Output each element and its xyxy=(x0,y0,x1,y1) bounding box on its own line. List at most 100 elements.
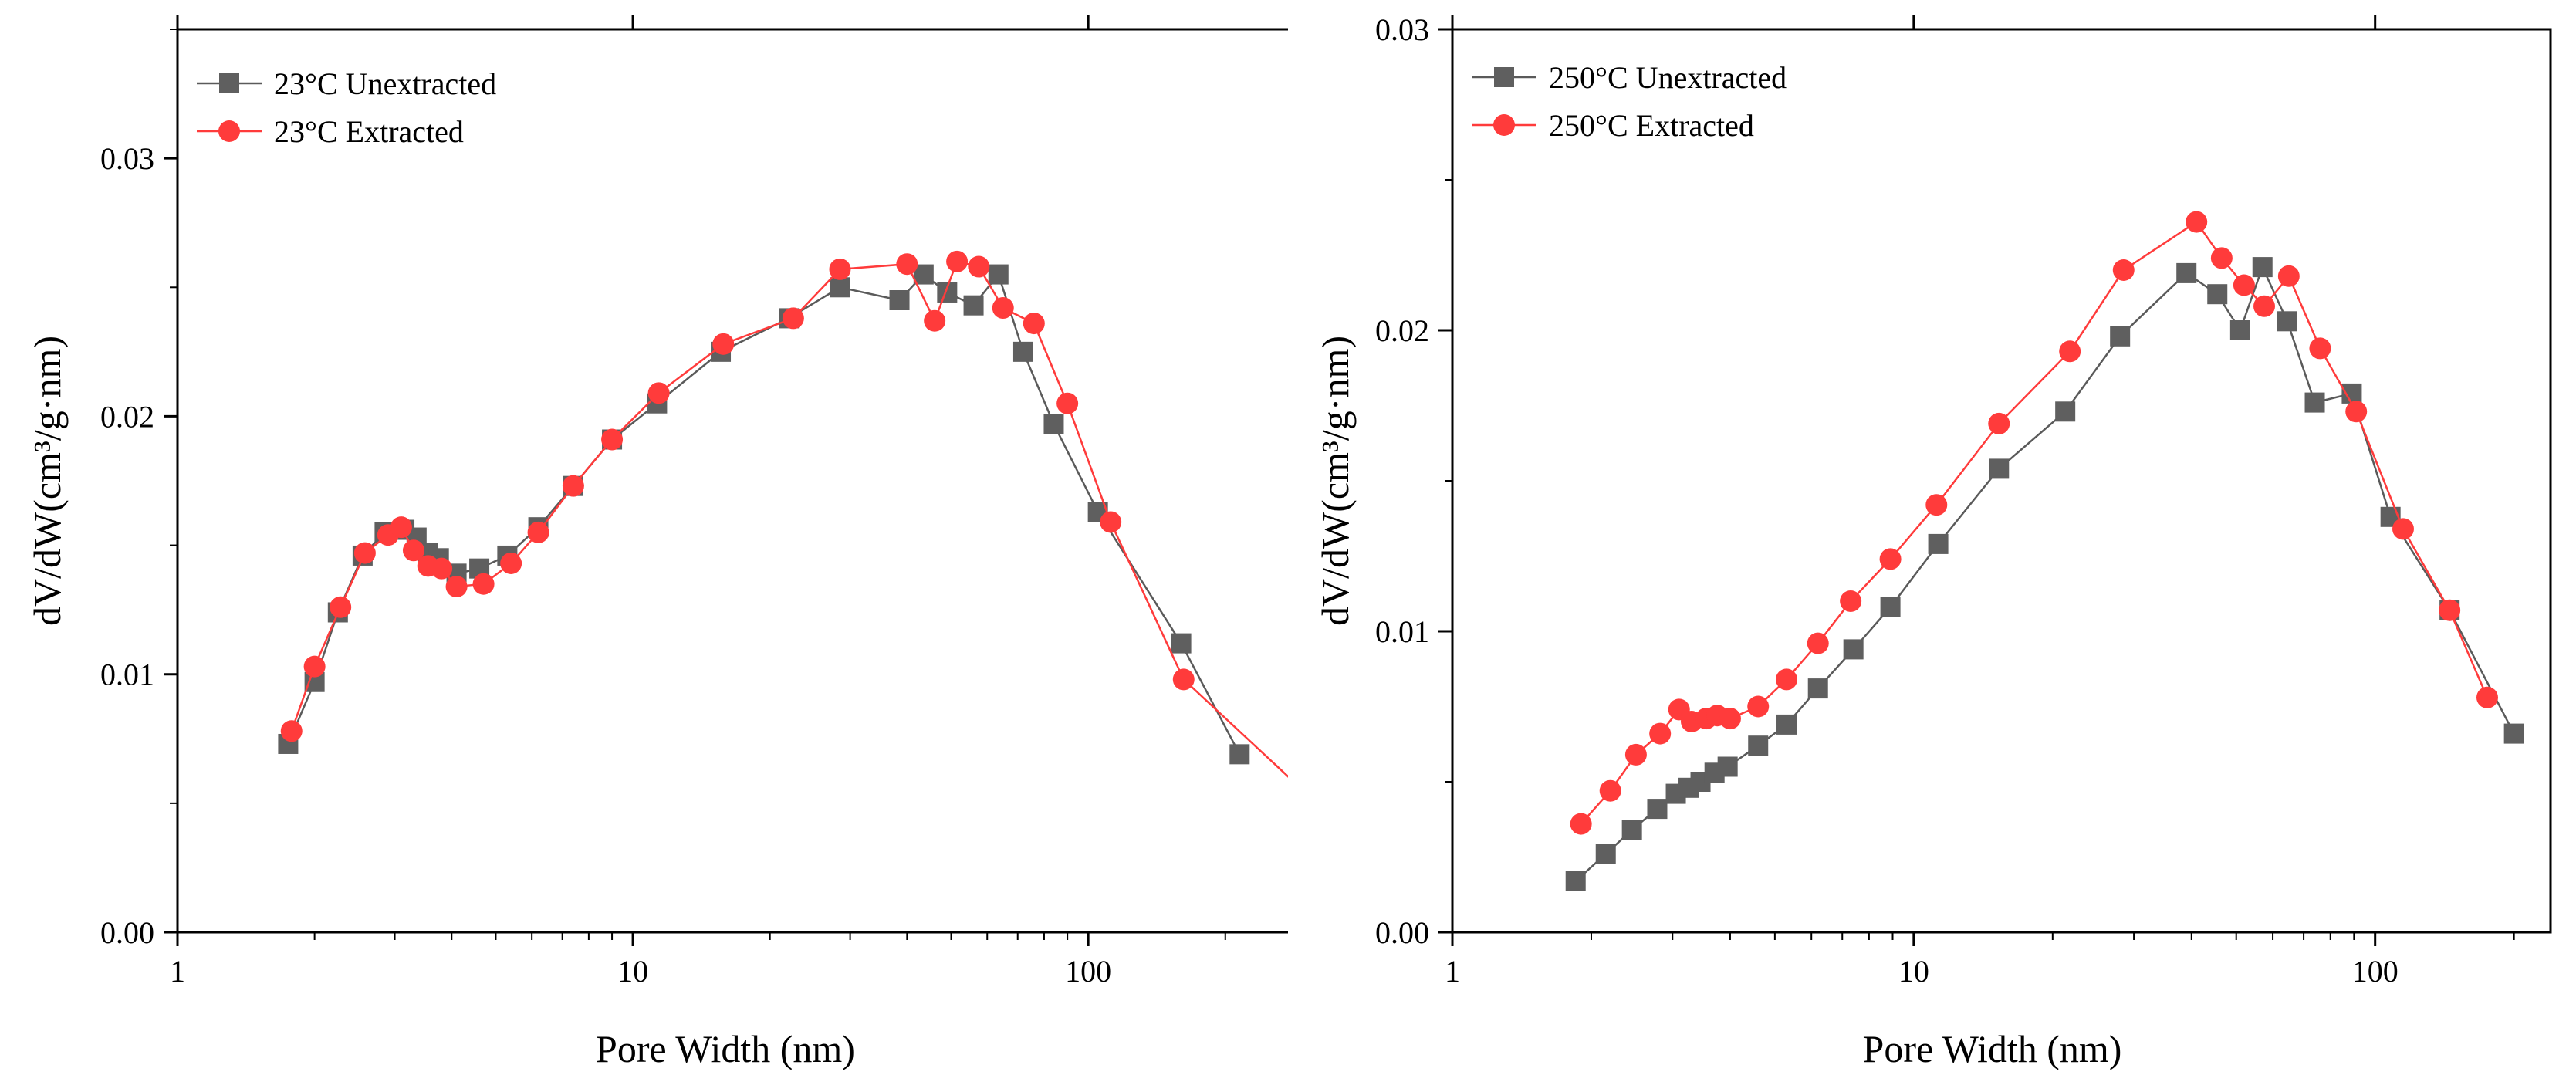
left-series-1-point xyxy=(445,576,468,598)
right-series-1-point xyxy=(2186,211,2208,233)
left-series-1-point xyxy=(968,255,990,278)
right-series-1-point xyxy=(1776,668,1798,691)
right-series-0-point xyxy=(2503,723,2524,744)
right-x-tick-label: 10 xyxy=(1898,954,1929,989)
left-series-1-point xyxy=(390,516,412,539)
left-series-1-point xyxy=(712,333,735,355)
right-series-1-point xyxy=(1599,779,1621,802)
left-series-1-point xyxy=(431,557,453,580)
left-series-0-point xyxy=(1229,744,1250,765)
left-plot-frame xyxy=(176,28,1288,934)
right-series-1-point xyxy=(2210,247,2233,269)
right-series-0-point xyxy=(1776,714,1797,735)
right-series-0-point xyxy=(2110,326,2131,347)
left-series-1-point xyxy=(280,720,303,742)
right-series-0-point xyxy=(1647,799,1668,820)
left-series-0-point xyxy=(889,290,910,310)
left-series-1-point xyxy=(402,539,424,562)
right-series-1-point xyxy=(1988,412,2010,434)
left-series-0-point xyxy=(963,295,984,316)
left-series-1-point xyxy=(647,382,670,404)
left-series-1-point xyxy=(1023,313,1045,335)
left-series-1-point xyxy=(527,521,549,543)
right-series-0-point xyxy=(2229,320,2250,340)
left-series-1-point xyxy=(1056,392,1079,414)
left-series-1-point xyxy=(472,573,495,595)
left-series-0-point xyxy=(1171,633,1192,654)
left-legend-label-0: 23°C Unextracted xyxy=(274,66,496,101)
left-y-tick-label: 0.03 xyxy=(100,141,154,176)
left-series-1-point xyxy=(330,596,352,618)
right-legend-marker-0 xyxy=(1494,67,1514,87)
right-y-tick-label: 0.02 xyxy=(1375,313,1429,348)
right-series-0-point xyxy=(1717,756,1738,777)
right-series-1-point xyxy=(1807,632,1829,654)
left-legend-label-1: 23°C Extracted xyxy=(274,114,464,149)
left-y-tick-label: 0.01 xyxy=(100,658,154,692)
left-series-0-point xyxy=(830,277,850,298)
left-series-1-point xyxy=(992,297,1014,319)
right-legend-label-1: 250°C Extracted xyxy=(1549,108,1754,143)
left-series-1-point xyxy=(500,552,522,574)
right-series-0-point xyxy=(1621,820,1642,840)
right-series-0-line xyxy=(1574,264,2515,882)
right-x-tick-label: 1 xyxy=(1445,954,1460,989)
right-series-1-line xyxy=(1580,220,2489,825)
right-y-tick-label: 0.03 xyxy=(1375,12,1429,47)
left-series-group xyxy=(278,250,1288,778)
chart-left-23c: 1 10 100 0.00 0.01 0.02 0.03 Pore Width (nm) dV/… xyxy=(25,15,1288,1070)
right-series-0-point xyxy=(1989,458,2010,479)
right-series-0-point xyxy=(1748,735,1769,756)
left-series-0-point xyxy=(988,264,1009,285)
left-series-1-point xyxy=(782,307,804,330)
right-series-0-point xyxy=(1807,678,1828,699)
right-y-tick-label: 0.01 xyxy=(1375,614,1429,649)
right-y-tick-label: 0.00 xyxy=(1375,915,1429,950)
left-legend-marker-1 xyxy=(218,120,240,142)
right-series-0-point xyxy=(2277,311,2297,332)
right-series-0-point xyxy=(2176,262,2197,283)
right-series-1-point xyxy=(2309,337,2331,360)
right-series-1-point xyxy=(2233,274,2255,296)
right-series-0-point xyxy=(2252,257,2273,278)
left-series-1-point xyxy=(303,655,326,678)
left-y-axis-title: dV/dW(cm³/g·nm) xyxy=(25,336,69,626)
right-series-1-point xyxy=(2253,295,2276,317)
left-series-1-point xyxy=(829,258,851,280)
left-series-1-point xyxy=(562,475,584,497)
right-series-0-point xyxy=(1928,533,1949,554)
left-series-1-point xyxy=(1172,668,1195,691)
right-series-1-point xyxy=(1624,743,1647,766)
left-series-1-point xyxy=(946,250,969,272)
left-x-axis-title: Pore Width (nm) xyxy=(596,1027,855,1070)
right-series-1-point xyxy=(1840,590,1862,612)
left-series-1-point xyxy=(924,309,946,332)
right-series-1-point xyxy=(2345,401,2368,423)
left-y-tick-label: 0.02 xyxy=(100,399,154,434)
right-series-1-point xyxy=(2476,686,2498,708)
left-x-tick-label: 10 xyxy=(617,954,648,989)
right-series-1-point xyxy=(2277,265,2300,287)
right-series-1-point xyxy=(2112,259,2135,281)
right-series-1-point xyxy=(2439,599,2461,621)
right-series-1-point xyxy=(1719,708,1741,730)
left-series-1-point xyxy=(896,253,918,276)
left-x-tick-label: 1 xyxy=(170,954,185,989)
right-series-1-point xyxy=(1570,813,1592,835)
left-series-1-point xyxy=(1100,511,1122,533)
right-series-1-point xyxy=(1649,722,1672,745)
left-legend-marker-0 xyxy=(219,73,239,93)
right-series-1-point xyxy=(1747,695,1770,718)
right-x-axis-title: Pore Width (nm) xyxy=(1863,1027,2122,1070)
right-series-1-point xyxy=(2059,340,2081,363)
right-series-0-point xyxy=(1843,639,1864,660)
right-series-1-point xyxy=(2392,518,2414,540)
right-series-1-point xyxy=(1925,494,1948,516)
right-series-1-point xyxy=(1879,548,1902,570)
right-series-0-point xyxy=(1595,844,1616,864)
right-series-0-point xyxy=(2207,284,2228,305)
right-series-0-point xyxy=(2304,392,2325,413)
left-y-tick-label: 0.00 xyxy=(100,915,154,950)
chart-right-250c: 1 10 100 0.00 0.01 0.02 0.03 Pore Width (nm) dV/… xyxy=(1313,12,2552,1070)
